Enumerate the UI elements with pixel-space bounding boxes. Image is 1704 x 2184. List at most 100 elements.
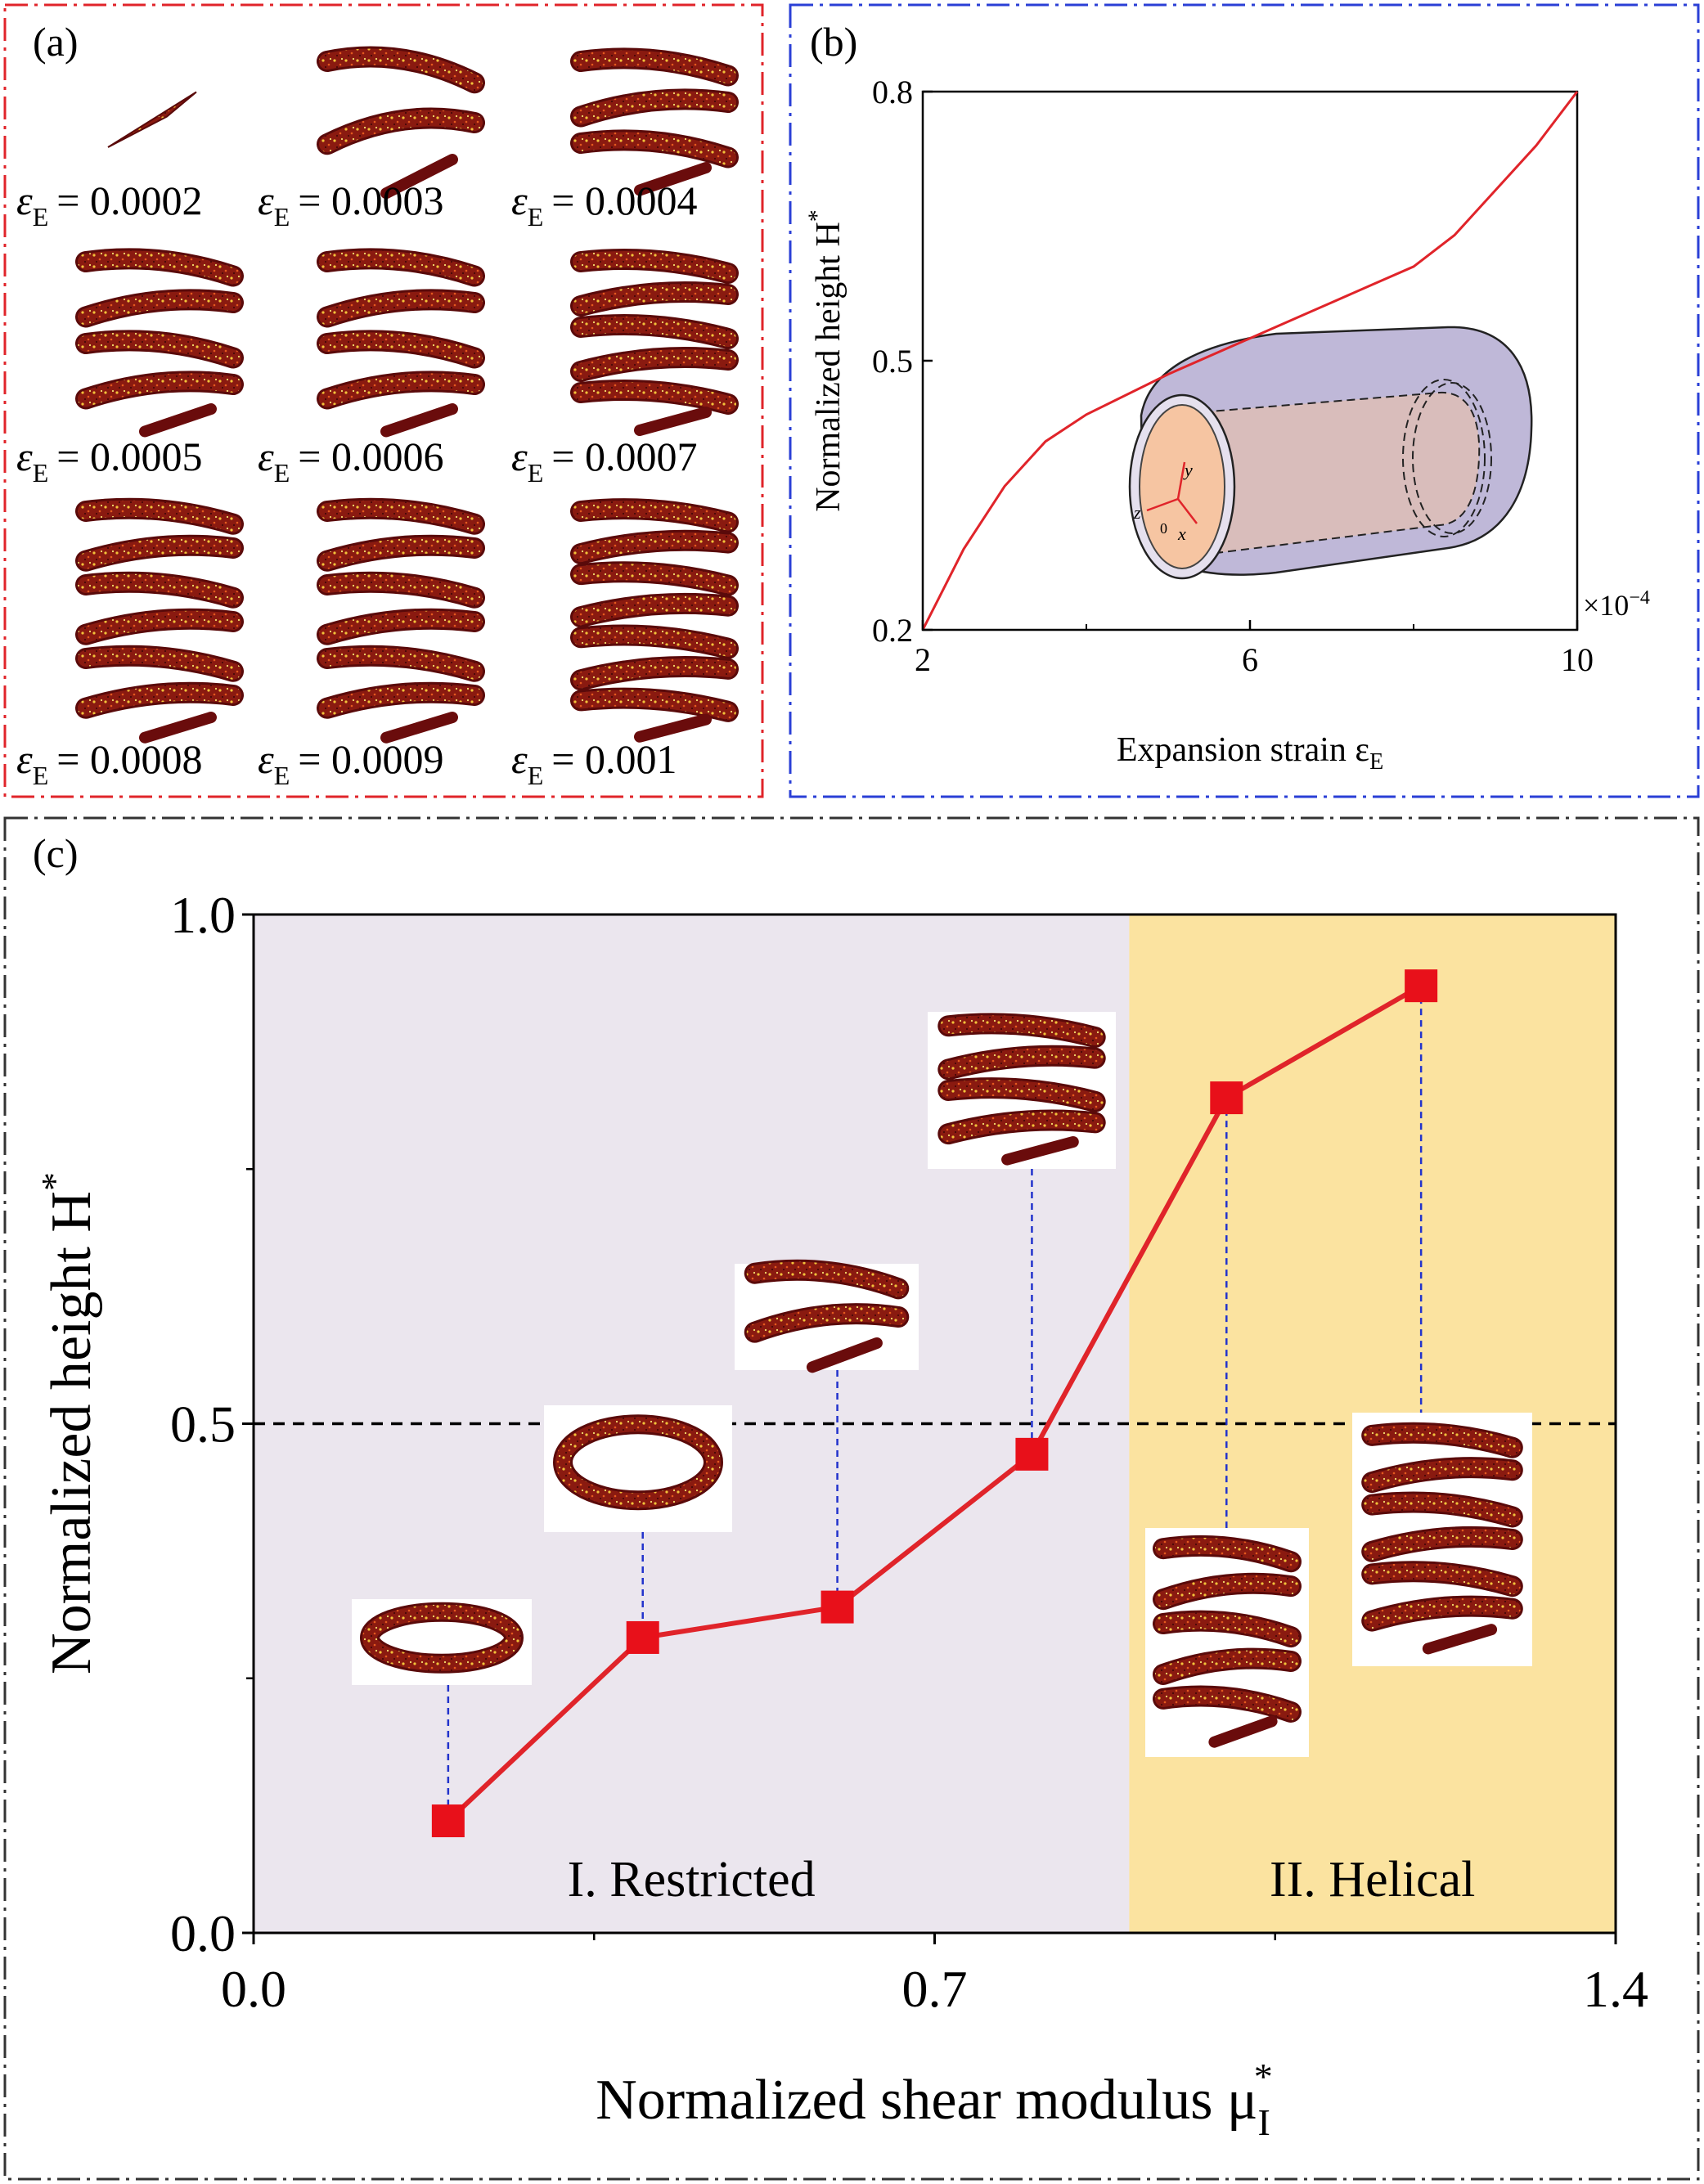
snapshot-9-tail [634, 713, 712, 743]
data-point [1015, 1437, 1049, 1471]
snapshot-6-stroke [573, 251, 736, 412]
region-label-1: I. Restricted [568, 1852, 816, 1908]
axis-label-z: z [1133, 502, 1141, 523]
snapshot-1 [107, 91, 197, 148]
inset-image-4-stroke [940, 1015, 1104, 1143]
region-label-2: II. Helical [1270, 1852, 1475, 1908]
snapshot-6-tail [634, 407, 712, 436]
snapshot-4-stroke [78, 250, 241, 407]
y-tick-label: 0.8 [872, 74, 913, 110]
x-tick-label: 2 [915, 641, 931, 678]
snapshot-label-4: εE = 0.0005 [16, 434, 202, 488]
inset-image-5-stroke [1155, 1537, 1299, 1720]
snapshot-4-tail [139, 403, 217, 438]
plot-c-marks: 0.0 0.7 1.4 0.0 0.5 1.0 [170, 886, 1648, 2018]
data-point [821, 1590, 854, 1624]
cylinder-inner [1189, 391, 1481, 557]
snapshot-3 [570, 47, 739, 196]
panel-c-label: (c) [33, 830, 79, 876]
inset-image-5-tail [1208, 1715, 1278, 1748]
inset-image-4-tail [1001, 1135, 1079, 1166]
snapshot-6 [570, 249, 739, 436]
inset-image-1 [360, 1602, 524, 1674]
inset-image-6-tail [1422, 1624, 1498, 1655]
panel-a-frame [3, 3, 764, 798]
inset-image-3-tail [806, 1337, 883, 1373]
snapshot-2-tail [380, 154, 458, 200]
snapshot-grid: εE = 0.0002 εE = 0.0003 εE = 0.0004 εE = 0.0005… [16, 46, 739, 790]
data-point [431, 1804, 465, 1838]
plot-c-xlabel: Normalized shear modulus μI* [596, 2056, 1273, 2143]
x-tick-label: 0.7 [902, 1960, 968, 2018]
axis-label-x: x [1177, 524, 1186, 544]
x-tick-label: 0.0 [221, 1960, 286, 2018]
snapshot-label-6: εE = 0.0007 [511, 434, 697, 488]
inset-image-6 [1361, 1422, 1523, 1655]
cylinder-end-dashed [1402, 379, 1486, 537]
snapshot-7 [75, 497, 244, 744]
y-tick-label: 0.5 [170, 1395, 236, 1454]
cylinder-front-face [1139, 404, 1225, 569]
plot-c-ylabel: Normalized height H* [34, 1172, 103, 1674]
snapshot-9-stroke [573, 501, 736, 720]
axis-triad [1146, 461, 1198, 524]
panel-b: (b) y z x 0 2 6 100.20.50.8 ×10−4 Exp [789, 3, 1700, 798]
series-line [921, 91, 1579, 631]
x-tick-label: 1.4 [1583, 1960, 1648, 2018]
snapshot-7-stroke [78, 500, 241, 717]
panel-b-frame [789, 3, 1700, 798]
panel-b-label: (b) [810, 19, 857, 65]
inset-image-3 [744, 1259, 910, 1373]
snapshot-7-tail [139, 712, 217, 744]
snapshot-label-8: εE = 0.0009 [258, 736, 443, 790]
snapshot-5-tail [380, 403, 458, 438]
cylinder-inset: y z x 0 [1128, 326, 1533, 580]
snapshot-label-2: εE = 0.0003 [258, 178, 443, 231]
snapshot-4 [75, 248, 244, 438]
snapshot-label-3: εE = 0.0004 [511, 178, 697, 231]
data-point [1405, 969, 1438, 1003]
snapshot-2 [317, 46, 485, 200]
plot-b-ylabel: Normalized height H* [803, 209, 848, 512]
plot-b-xlabel: Expansion strain εE [1117, 731, 1383, 775]
inset-image-2 [553, 1414, 723, 1511]
y-tick-label: 0.2 [872, 612, 913, 649]
snapshot-8 [317, 497, 485, 744]
panel-a-label: (a) [33, 19, 79, 65]
snapshot-3-stroke [573, 50, 736, 166]
snapshot-8-stroke [319, 500, 483, 717]
snapshot-9 [570, 498, 739, 743]
axis-label-origin: 0 [1160, 520, 1167, 537]
axis-label-y: y [1183, 460, 1193, 480]
y-tick-label: 0.0 [170, 1904, 236, 1962]
x-tick-label: 10 [1561, 641, 1594, 678]
inset-image-4 [937, 1013, 1106, 1166]
x-multiplier: ×10−4 [1583, 587, 1650, 622]
data-point [1210, 1081, 1243, 1115]
series-line [446, 983, 1423, 1823]
inset-ring [362, 1604, 521, 1671]
snapshot-5-stroke [319, 250, 483, 407]
snapshot-8-tail [380, 712, 458, 744]
x-tick-label: 6 [1242, 641, 1258, 678]
inset-image-6-stroke [1364, 1424, 1521, 1629]
inset-image-5 [1153, 1535, 1302, 1748]
snapshot-label-9: εE = 0.001 [511, 736, 677, 790]
snapshot-3-tail [634, 162, 712, 196]
y-tick-label: 1.0 [170, 886, 236, 944]
data-point [626, 1620, 659, 1654]
plot-b-marks: 2 6 10 0.2 0.5 0.8 [872, 74, 1594, 678]
snapshot-5 [317, 248, 485, 438]
y-tick-label: 0.5 [872, 343, 913, 380]
snapshot-1-stroke [107, 91, 197, 148]
inset-ring [555, 1417, 721, 1508]
snapshot-label-5: εE = 0.0006 [258, 434, 443, 488]
panel-c-frame [3, 816, 1700, 2181]
inset-image-3-stroke [746, 1261, 907, 1341]
snapshot-label-1: εE = 0.0002 [16, 178, 202, 231]
snapshot-label-7: εE = 0.0008 [16, 736, 202, 790]
snapshot-2-stroke [319, 48, 483, 153]
panel-c: (c) I. Restricted II. Helical 0.0 0.7 1.40.… [3, 816, 1700, 2181]
